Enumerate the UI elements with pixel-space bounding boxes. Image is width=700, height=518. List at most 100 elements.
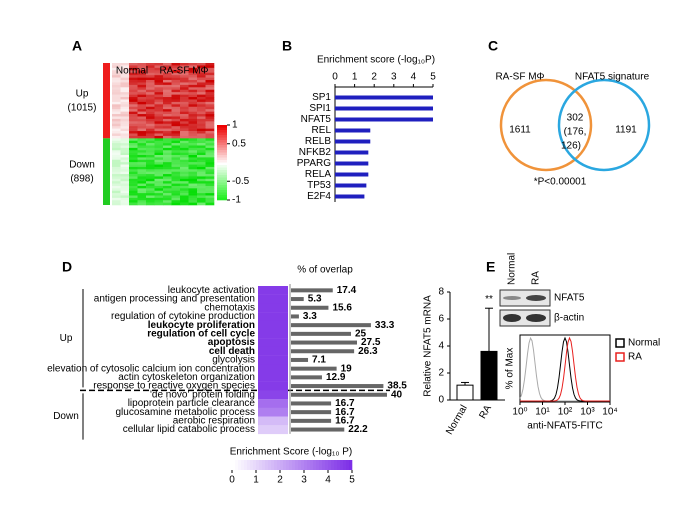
heat-cell [137,145,147,149]
heat-cell [205,193,215,196]
heat-cell [146,188,155,192]
heat-cell [112,188,121,192]
heat-cell [146,143,155,146]
heat-cell [137,195,147,199]
heat-cell [120,200,130,203]
heat-cell [205,138,215,142]
heat-cell [180,97,189,100]
heat-cell [163,101,172,105]
heat-cell [180,118,189,122]
heat-cell [197,150,206,153]
heat-cell [180,155,189,158]
heat-cell [120,87,130,91]
heat-cell [180,123,189,127]
heat-cell [180,99,189,103]
bar [291,418,332,423]
colorbar-cell [217,180,227,183]
heat-cell [180,63,189,66]
heat-cell [112,176,121,180]
term-label: lipoprotein particle clearance [128,398,256,409]
heat-cell [180,176,189,180]
panel-label: B [282,38,292,54]
enrichment-cell [258,355,288,365]
bar [291,340,357,345]
heat-cell [171,181,181,184]
group-label: Down [69,159,95,170]
heat-cell [180,133,189,137]
heat-cell [137,72,147,76]
panel-label: A [72,38,82,54]
colorbar-cell [256,460,260,470]
heat-cell [171,123,181,127]
heat-cell [197,195,206,199]
heat-cell [188,200,198,203]
heat-cell [137,178,147,182]
heat-cell [171,166,181,170]
heat-cell [137,92,147,95]
heat-cell [205,155,215,158]
heat-cell [112,111,121,115]
heat-cell [163,118,172,122]
bar [291,305,329,310]
heat-cell [205,140,215,144]
heat-cell [120,80,130,83]
heat-cell [171,97,181,100]
heat-cell [163,159,172,163]
heat-cell [154,147,164,151]
heat-cell [205,190,215,194]
heat-cell [137,185,147,189]
value-label: 7.1 [312,355,326,366]
colorbar-cell [307,460,311,470]
term-label: 'de novo' protein folding [150,389,255,400]
colorbar-cell [331,460,335,470]
heat-cell [154,70,164,74]
heat-cell [163,82,172,86]
heat-cell [120,164,130,168]
heat-cell [171,195,181,199]
heat-cell [146,75,155,78]
heat-cell [180,84,189,88]
heat-cell [163,104,172,108]
heat-cell [171,162,181,165]
heat-cell [163,176,172,180]
heat-cell [197,67,206,71]
value-label: 16.7 [335,407,355,418]
heat-cell [197,164,206,168]
bar [291,331,351,336]
heat-cell [154,121,164,125]
heat-cell [137,176,147,180]
heat-cell [120,99,130,103]
blot-box [499,289,551,307]
heat-cell [163,70,172,74]
heat-cell [154,174,164,177]
heat-cell [205,147,215,151]
heat-cell [188,116,198,120]
heat-cell [154,197,164,201]
heat-cell [171,133,181,137]
heat-cell [120,82,130,86]
heat-cell [197,143,206,146]
heat-cell [188,123,198,127]
heat-cell [163,63,172,66]
heat-cell [120,77,130,81]
heat-cell [120,174,130,177]
heat-cell [112,118,121,122]
heat-cell [120,131,130,134]
heat-cell [112,116,121,120]
heat-cell [112,135,121,139]
heat-cell [197,109,206,112]
heat-cell [163,114,172,117]
heat-cell [146,147,155,151]
heat-cell [112,101,121,105]
heat-cell [146,82,155,86]
colorbar-cell [217,135,227,138]
colorbar-cell [346,460,350,470]
annotation: ** [485,294,493,305]
heat-cell [180,140,189,144]
heat-cell [146,145,155,149]
heat-cell [197,178,206,182]
heat-cell [188,197,198,201]
heat-cell [112,72,121,76]
legend-label: RA [628,352,642,363]
x-tick-label: 3 [391,72,397,83]
